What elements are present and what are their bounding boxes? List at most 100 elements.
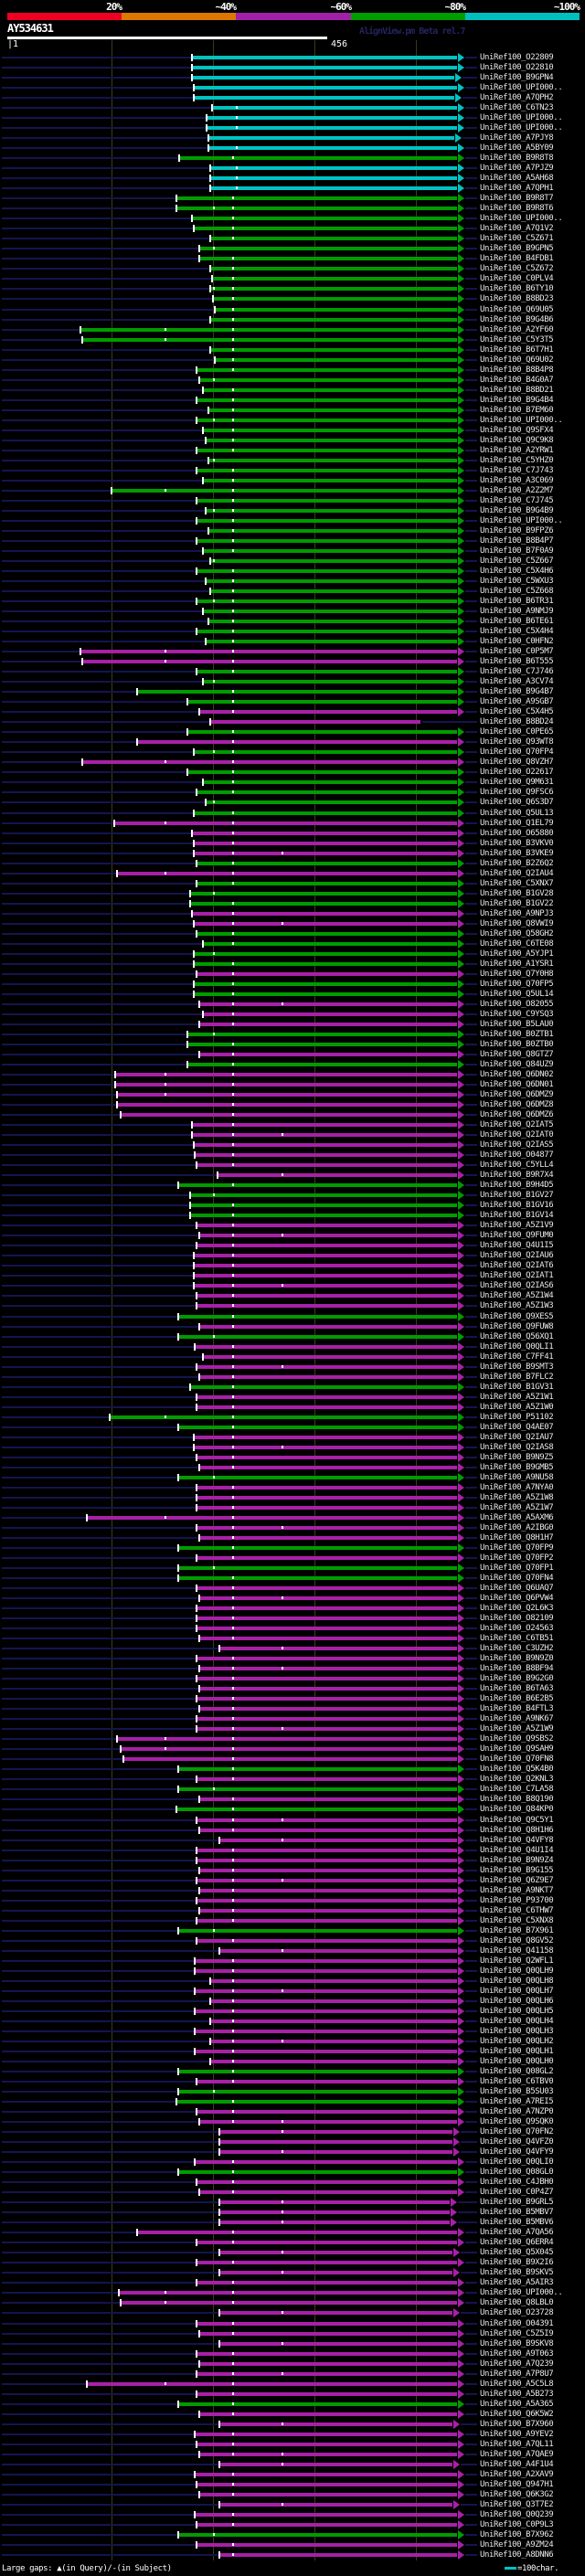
- hit-label[interactable]: UniRef100_Q70FN8: [480, 1754, 554, 1764]
- hit-label[interactable]: UniRef100_Q2KNL3: [480, 1775, 554, 1784]
- hit-label[interactable]: UniRef100_A5AH68: [480, 174, 554, 183]
- hit-label[interactable]: UniRef100_B9GMB5: [480, 1463, 554, 1472]
- hit-label[interactable]: UniRef100_B5SU03: [480, 2087, 554, 2096]
- hit-label[interactable]: UniRef100_Q2IAT6: [480, 1261, 554, 1270]
- hit-label[interactable]: UniRef100_Q6DN01: [480, 1080, 554, 1089]
- alignment-bar[interactable]: [197, 1456, 457, 1459]
- hit-label[interactable]: UniRef100_Q5UL13: [480, 809, 554, 818]
- alignment-bar[interactable]: [195, 2513, 457, 2517]
- hit-label[interactable]: UniRef100_UPI000..: [480, 416, 563, 425]
- hit-label[interactable]: UniRef100_Q84KP0: [480, 1805, 554, 1814]
- hit-label[interactable]: UniRef100_Q2IAU7: [480, 1433, 554, 1442]
- alignment-bar[interactable]: [197, 1879, 457, 1882]
- hit-label[interactable]: UniRef100_B1GV14: [480, 1211, 554, 1220]
- hit-label[interactable]: UniRef100_A7Q239: [480, 2359, 554, 2369]
- alignment-bar[interactable]: [178, 1929, 457, 1933]
- alignment-bar[interactable]: [197, 1627, 457, 1630]
- alignment-bar[interactable]: [187, 770, 457, 774]
- hit-label[interactable]: UniRef100_Q9SFX4: [480, 426, 554, 435]
- hit-label[interactable]: UniRef100_O24563: [480, 1624, 554, 1633]
- alignment-bar[interactable]: [212, 106, 457, 110]
- hit-label[interactable]: UniRef100_UPI000..: [480, 2288, 563, 2297]
- hit-label[interactable]: UniRef100_C6TBV0: [480, 2077, 554, 2086]
- alignment-bar[interactable]: [195, 2030, 457, 2033]
- alignment-bar[interactable]: [197, 1244, 457, 1247]
- alignment-bar[interactable]: [219, 1949, 457, 1953]
- hit-label[interactable]: UniRef100_C5X4H4: [480, 627, 554, 636]
- alignment-bar[interactable]: [199, 1829, 457, 1832]
- hit-label[interactable]: UniRef100_B6TA63: [480, 1684, 554, 1693]
- hit-label[interactable]: UniRef100_C5Z5I9: [480, 2329, 554, 2338]
- alignment-bar[interactable]: [197, 1496, 457, 1500]
- alignment-bar[interactable]: [210, 287, 457, 291]
- alignment-bar[interactable]: [203, 479, 457, 482]
- alignment-bar[interactable]: [197, 882, 457, 885]
- hit-label[interactable]: UniRef100_P93700: [480, 1896, 554, 1905]
- alignment-bar[interactable]: [110, 1415, 457, 1419]
- hit-label[interactable]: UniRef100_C5Z671: [480, 234, 554, 243]
- hit-label[interactable]: UniRef100_C5X4H6: [480, 567, 554, 576]
- alignment-bar[interactable]: [208, 408, 457, 412]
- alignment-bar[interactable]: [210, 720, 420, 724]
- alignment-bar[interactable]: [194, 1446, 457, 1449]
- hit-label[interactable]: UniRef100_B7X961: [480, 1926, 554, 1935]
- alignment-bar[interactable]: [121, 1747, 457, 1751]
- alignment-bar[interactable]: [199, 1596, 457, 1600]
- hit-label[interactable]: UniRef100_O22809: [480, 53, 554, 62]
- alignment-bar[interactable]: [192, 76, 454, 80]
- hit-label[interactable]: UniRef100_C6TE08: [480, 939, 554, 949]
- alignment-bar[interactable]: [219, 2221, 450, 2224]
- alignment-bar[interactable]: [194, 811, 457, 815]
- alignment-bar[interactable]: [178, 1426, 457, 1429]
- alignment-bar[interactable]: [194, 750, 457, 754]
- hit-label[interactable]: UniRef100_Q6DMZ9: [480, 1090, 554, 1099]
- alignment-bar[interactable]: [219, 2503, 452, 2507]
- hit-label[interactable]: UniRef100_O65880: [480, 829, 554, 838]
- alignment-bar[interactable]: [197, 1919, 457, 1923]
- hit-label[interactable]: UniRef100_A5YJP1: [480, 949, 554, 959]
- hit-label[interactable]: UniRef100_B9FPZ6: [480, 526, 554, 535]
- alignment-bar[interactable]: [208, 459, 457, 462]
- hit-label[interactable]: UniRef100_A2XAV9: [480, 2470, 554, 2479]
- alignment-bar[interactable]: [199, 1687, 457, 1691]
- hit-label[interactable]: UniRef100_B5MBV6: [480, 2218, 554, 2227]
- hit-label[interactable]: UniRef100_Q2IAU4: [480, 869, 554, 878]
- hit-label[interactable]: UniRef100_A5BY09: [480, 143, 554, 153]
- hit-label[interactable]: UniRef100_UPI000..: [480, 214, 563, 223]
- alignment-bar[interactable]: [178, 1566, 457, 1570]
- hit-label[interactable]: UniRef100_UPI000..: [480, 123, 563, 133]
- alignment-bar[interactable]: [117, 1093, 457, 1097]
- alignment-bar[interactable]: [199, 1325, 457, 1329]
- hit-label[interactable]: UniRef100_B7FLC2: [480, 1373, 554, 1382]
- hit-label[interactable]: UniRef100_B9G2G0: [480, 1674, 554, 1683]
- hit-label[interactable]: UniRef100_Q9FUM0: [480, 1231, 554, 1240]
- hit-label[interactable]: UniRef100_B6T7H1: [480, 345, 554, 355]
- alignment-bar[interactable]: [117, 1103, 457, 1107]
- hit-label[interactable]: UniRef100_B9G4B7: [480, 687, 554, 696]
- hit-label[interactable]: UniRef100_O82109: [480, 1614, 554, 1623]
- alignment-bar[interactable]: [219, 1647, 457, 1650]
- hit-label[interactable]: UniRef100_Q84UZ9: [480, 1060, 554, 1069]
- alignment-bar[interactable]: [197, 519, 457, 523]
- hit-label[interactable]: UniRef100_B8Q190: [480, 1795, 554, 1804]
- hit-label[interactable]: UniRef100_Q8VWI9: [480, 919, 554, 928]
- alignment-bar[interactable]: [199, 1869, 457, 1872]
- alignment-bar[interactable]: [137, 2231, 457, 2234]
- alignment-bar[interactable]: [197, 1224, 457, 1227]
- alignment-bar[interactable]: [197, 2372, 457, 2376]
- alignment-bar[interactable]: [192, 217, 457, 220]
- hit-label[interactable]: UniRef100_Q0QLH3: [480, 2027, 554, 2036]
- hit-label[interactable]: UniRef100_Q70FP2: [480, 1553, 554, 1563]
- alignment-bar[interactable]: [199, 1375, 457, 1379]
- alignment-bar[interactable]: [190, 1214, 457, 1217]
- hit-label[interactable]: UniRef100_A9SGB7: [480, 697, 554, 706]
- alignment-bar[interactable]: [194, 842, 457, 845]
- alignment-bar[interactable]: [192, 56, 457, 59]
- alignment-bar[interactable]: [206, 579, 457, 583]
- hit-label[interactable]: UniRef100_Q2IAT0: [480, 1130, 554, 1140]
- hit-label[interactable]: UniRef100_A7QL11: [480, 2440, 554, 2449]
- alignment-bar[interactable]: [197, 1586, 457, 1590]
- hit-label[interactable]: UniRef100_B8B4P7: [480, 536, 554, 546]
- hit-label[interactable]: UniRef100_Q8GV52: [480, 1936, 554, 1945]
- hit-label[interactable]: UniRef100_Q6DMZ6: [480, 1110, 554, 1119]
